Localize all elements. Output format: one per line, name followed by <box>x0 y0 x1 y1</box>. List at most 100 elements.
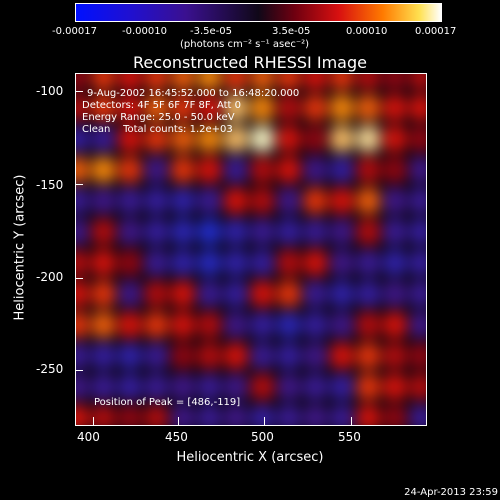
heatmap-cell <box>330 373 354 401</box>
heatmap-cell <box>383 404 407 425</box>
heatmap-cell <box>145 342 168 370</box>
chart-title: Reconstructed RHESSI Image <box>133 53 367 72</box>
heatmap-cell <box>357 156 380 184</box>
colorbar-tick: -0.00010 <box>122 26 167 37</box>
colorbar-tick: 0.00017 <box>415 26 457 37</box>
heatmap-cell <box>251 218 274 246</box>
heatmap-cell <box>118 342 142 370</box>
annotation-peak: Position of Peak = [486,-119] <box>94 397 241 408</box>
heatmap-cell <box>410 187 426 215</box>
heatmap-cell <box>277 249 301 277</box>
heatmap-cell <box>251 249 274 277</box>
heatmap-cell <box>171 187 195 215</box>
heatmap-cell <box>224 125 248 153</box>
heatmap-cell <box>383 74 407 91</box>
heatmap-cell <box>304 404 327 425</box>
x-tick-label: 400 <box>77 430 100 444</box>
heatmap-cell <box>118 218 142 246</box>
heatmap-cell <box>304 187 327 215</box>
heatmap-cell <box>330 311 354 339</box>
heatmap-cell <box>383 249 407 277</box>
heatmap-cell <box>251 156 274 184</box>
heatmap-cell <box>357 249 380 277</box>
y-tick-label: -100 <box>36 84 64 98</box>
heatmap-cell <box>277 94 301 122</box>
plot-area <box>75 73 427 426</box>
colorbar-tick: 0.00010 <box>346 26 388 37</box>
y-tick-label: -200 <box>36 270 64 284</box>
heatmap-cell <box>224 74 248 91</box>
heatmap-cell <box>92 280 115 308</box>
heatmap-cell <box>118 187 142 215</box>
heatmap-cell <box>251 404 274 425</box>
heatmap-cell <box>410 249 426 277</box>
heatmap-cell <box>171 249 195 277</box>
heatmap-cell <box>92 156 115 184</box>
heatmap-cell <box>76 125 89 153</box>
heatmap-cell <box>224 94 248 122</box>
heatmap-cell <box>198 311 221 339</box>
heatmap-cell <box>92 94 115 122</box>
heatmap-cell <box>357 311 380 339</box>
heatmap-cell <box>357 342 380 370</box>
heatmap-cell <box>251 373 274 401</box>
x-tick-label: 550 <box>338 430 361 444</box>
heatmap-cell <box>145 218 168 246</box>
heatmap-cell <box>76 74 89 91</box>
heatmap-cell <box>383 156 407 184</box>
heatmap-cell <box>410 74 426 91</box>
heatmap-cell <box>251 342 274 370</box>
heatmap-cell <box>277 280 301 308</box>
colorbar-tick: -3.5e-05 <box>190 26 232 37</box>
heatmap-cell <box>224 342 248 370</box>
heatmap-cell <box>410 373 426 401</box>
heatmap-cell <box>145 373 168 401</box>
heatmap-cell <box>277 342 301 370</box>
heatmap-cell <box>277 125 301 153</box>
heatmap-cell <box>357 218 380 246</box>
heatmap-cell <box>145 74 168 91</box>
heatmap-cell <box>410 342 426 370</box>
heatmap-cell <box>277 404 301 425</box>
heatmap-cell <box>171 125 195 153</box>
heatmap-cell <box>410 218 426 246</box>
heatmap-cell <box>92 342 115 370</box>
heatmap-cell <box>304 342 327 370</box>
colorbar-tick: -0.00017 <box>52 26 97 37</box>
heatmap-cell <box>198 94 221 122</box>
heatmap-cell <box>92 218 115 246</box>
heatmap-cell <box>118 280 142 308</box>
heatmap-cell <box>410 125 426 153</box>
heatmap-cell <box>224 311 248 339</box>
heatmap-cell <box>330 249 354 277</box>
heatmap-cell <box>171 404 195 425</box>
heatmap-cell <box>330 218 354 246</box>
heatmap-cell <box>224 404 248 425</box>
heatmap-cell <box>145 94 168 122</box>
heatmap-cell <box>92 187 115 215</box>
heatmap-cell <box>410 94 426 122</box>
heatmap-cell <box>76 187 89 215</box>
heatmap-cell <box>357 74 380 91</box>
heatmap-cell <box>171 280 195 308</box>
heatmap-cell <box>92 404 115 425</box>
heatmap-cell <box>330 280 354 308</box>
heatmap-cell <box>277 373 301 401</box>
heatmap-image <box>76 74 426 425</box>
heatmap-cell <box>304 249 327 277</box>
heatmap-cell <box>118 156 142 184</box>
heatmap-cell <box>357 187 380 215</box>
colorbar-units: (photons cm⁻² s⁻¹ asec⁻²) <box>180 39 310 50</box>
heatmap-cell <box>357 373 380 401</box>
heatmap-cell <box>224 218 248 246</box>
heatmap-cell <box>198 187 221 215</box>
heatmap-cell <box>198 404 221 425</box>
annotation-detectors: Detectors: 4F 5F 6F 7F 8F, Att 0 <box>82 100 242 111</box>
heatmap-cell <box>383 125 407 153</box>
heatmap-cell <box>304 218 327 246</box>
heatmap-cell <box>171 218 195 246</box>
heatmap-cell <box>251 311 274 339</box>
heatmap-cell <box>251 94 274 122</box>
heatmap-cell <box>92 249 115 277</box>
heatmap-cell <box>145 311 168 339</box>
